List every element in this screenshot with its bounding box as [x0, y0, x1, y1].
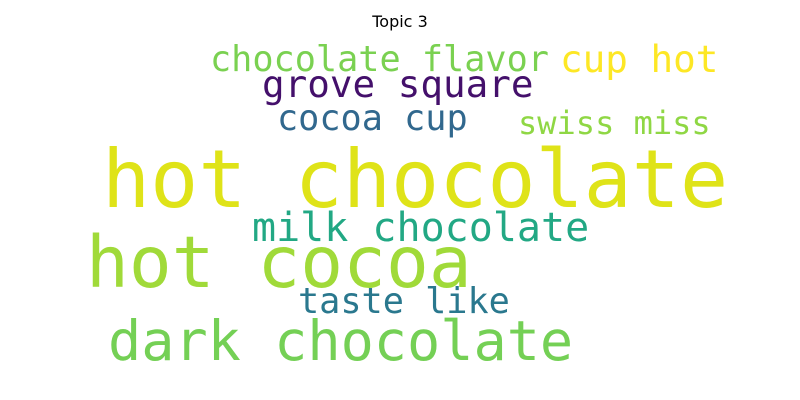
word-milk-chocolate: milk chocolate	[252, 205, 589, 251]
chart-title: Topic 3	[372, 12, 428, 31]
word-cocoa-cup: cocoa cup	[277, 98, 468, 139]
word-hot-chocolate: hot chocolate	[102, 133, 728, 226]
word-hot-cocoa: hot cocoa	[86, 221, 472, 304]
word-dark-chocolate: dark chocolate	[108, 310, 573, 374]
word-swiss-miss: swiss miss	[518, 104, 711, 142]
word-taste-like: taste like	[298, 281, 510, 322]
word-grove-square: grove square	[262, 62, 534, 106]
word-chocolate-flavor: chocolate flavor	[210, 39, 549, 80]
word-cup-hot: cup hot	[560, 37, 718, 81]
